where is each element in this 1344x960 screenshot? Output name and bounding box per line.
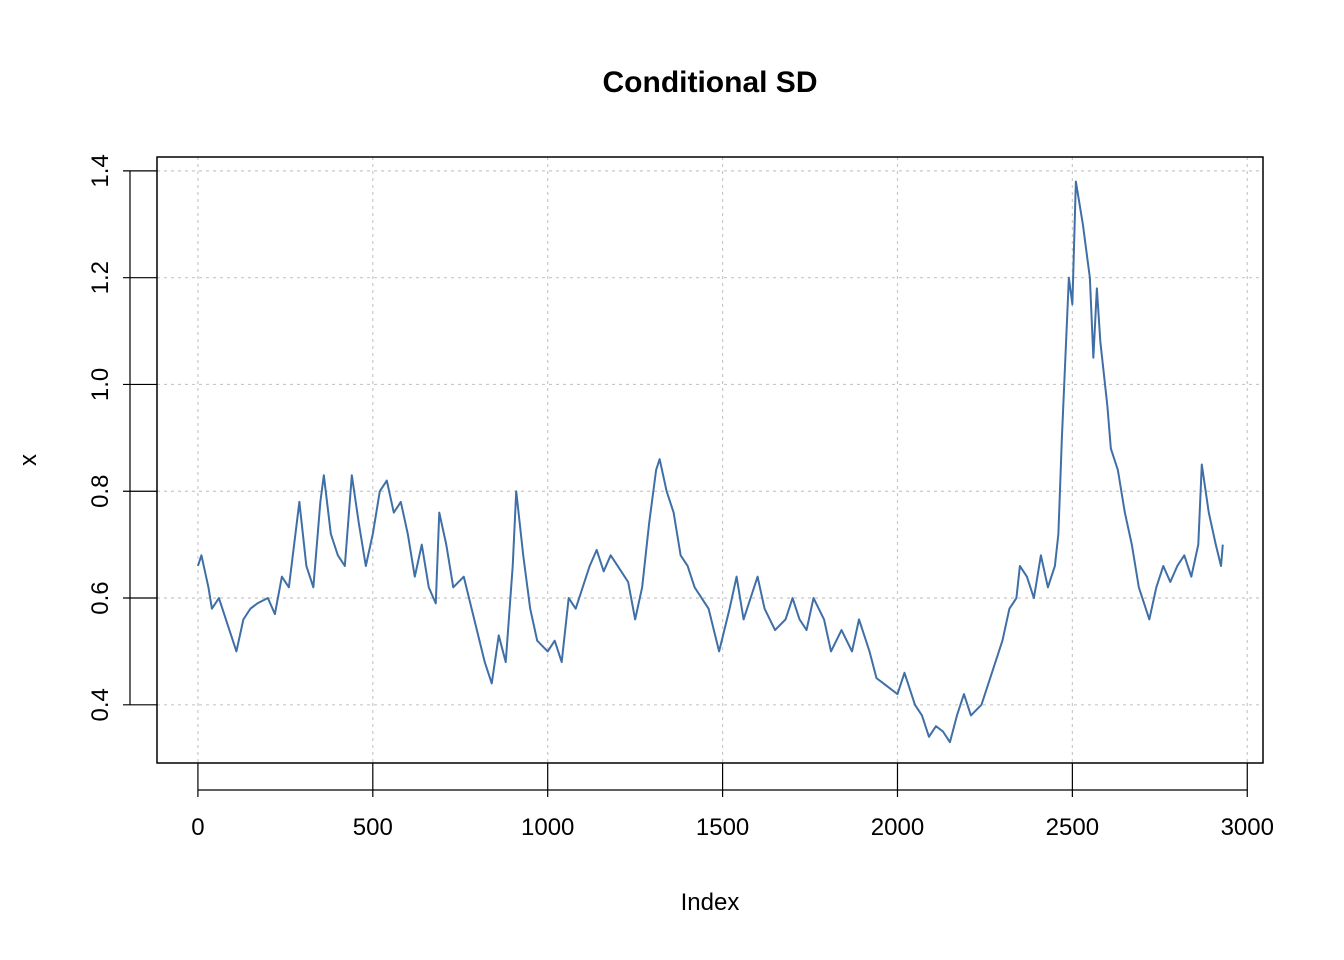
plot-frame (156, 156, 1264, 764)
chart-title: Conditional SD (603, 66, 818, 99)
y-tick-label: 0.8 (87, 475, 114, 508)
x-tick-label: 500 (353, 814, 393, 841)
x-tick-label: 1500 (696, 814, 749, 841)
x-axis-label: Index (681, 889, 740, 916)
data-line (196, 180, 1224, 744)
y-axis-label: x (15, 454, 42, 466)
x-tick-label: 0 (191, 814, 204, 841)
x-tick-label: 1000 (521, 814, 574, 841)
y-tick-label: 0.4 (87, 688, 114, 721)
x-tick-label: 3000 (1221, 814, 1274, 841)
y-tick-label: 1.4 (87, 154, 114, 187)
y-tick-label: 1.2 (87, 261, 114, 294)
x-tick-label: 2000 (871, 814, 924, 841)
y-tick-label: 0.6 (87, 581, 114, 614)
y-tick-label: 1.0 (87, 368, 114, 401)
x-tick-label: 2500 (1046, 814, 1099, 841)
